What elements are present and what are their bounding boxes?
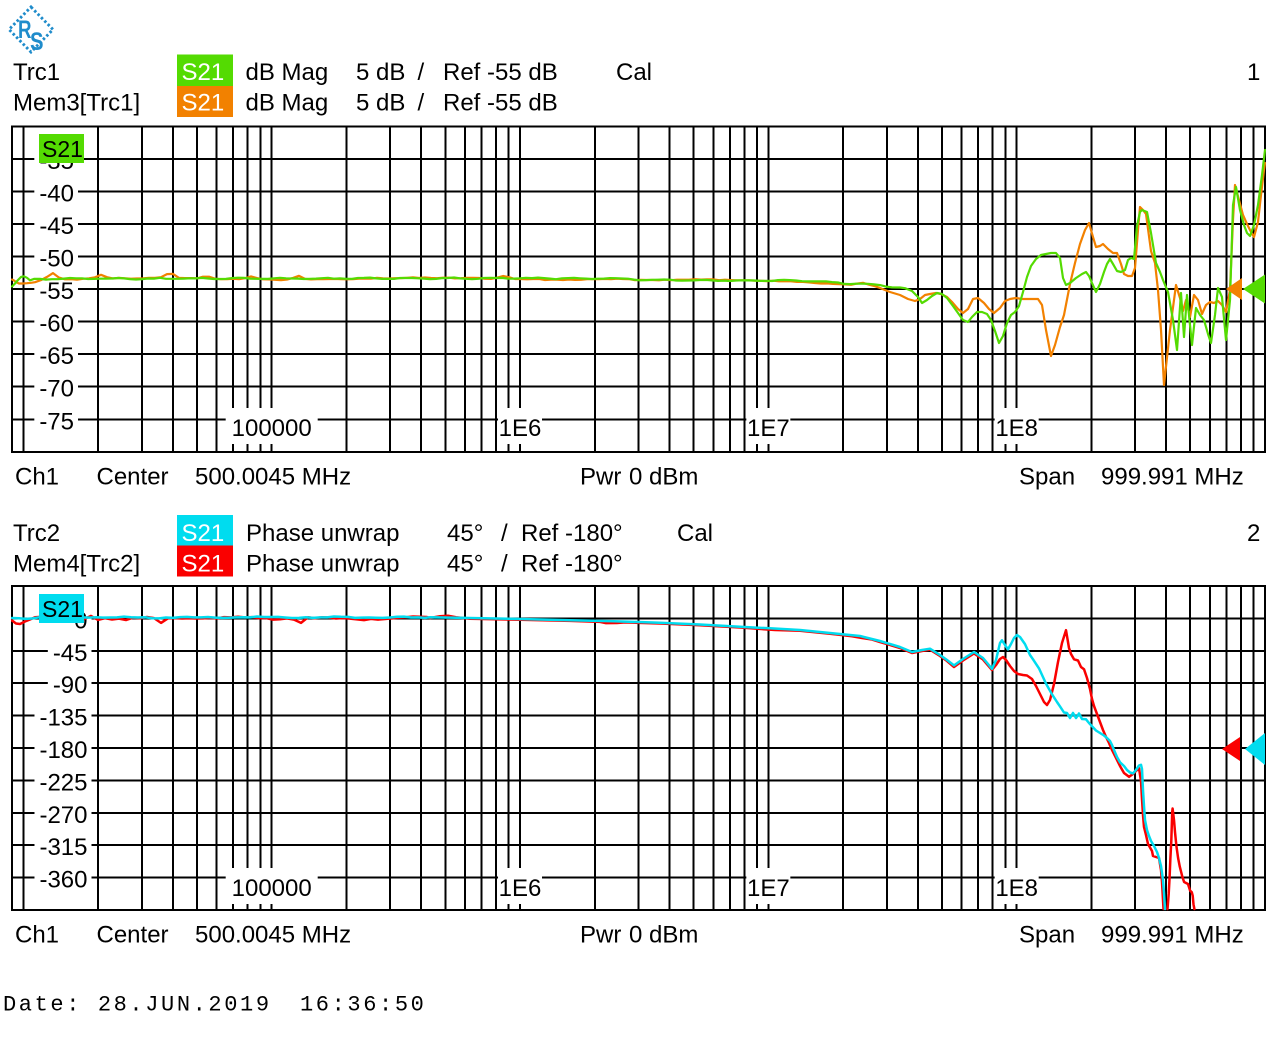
- svg-text:-60: -60: [39, 311, 74, 338]
- svg-text:/: /: [418, 59, 425, 86]
- svg-text:1E7: 1E7: [747, 875, 790, 902]
- svg-text:Date: 28.JUN.2019: Date: 28.JUN.2019: [3, 993, 272, 1018]
- svg-text:-90: -90: [53, 672, 88, 699]
- svg-text:/: /: [418, 90, 425, 117]
- svg-text:/: /: [501, 520, 508, 547]
- svg-text:Phase unwrap: Phase unwrap: [246, 551, 399, 578]
- svg-text:16:36:50: 16:36:50: [300, 993, 426, 1018]
- svg-text:-70: -70: [39, 376, 74, 403]
- svg-text:1E8: 1E8: [995, 415, 1038, 442]
- svg-text:500.0045 MHz: 500.0045 MHz: [195, 464, 351, 491]
- svg-text:Ref -55 dB: Ref -55 dB: [443, 90, 558, 117]
- svg-text:-50: -50: [39, 246, 74, 273]
- svg-text:-45: -45: [39, 213, 74, 240]
- svg-text:100000: 100000: [232, 875, 312, 902]
- svg-text:5 dB: 5 dB: [356, 59, 405, 86]
- svg-text:Trc2: Trc2: [13, 520, 60, 547]
- svg-text:Mem4[Trc2]: Mem4[Trc2]: [13, 551, 140, 578]
- svg-text:Center: Center: [97, 922, 169, 949]
- svg-text:Cal: Cal: [616, 59, 652, 86]
- svg-text:Ref -180°: Ref -180°: [521, 551, 623, 578]
- svg-text:0 dBm: 0 dBm: [629, 922, 698, 949]
- svg-text:Span: Span: [1019, 464, 1075, 491]
- svg-text:/: /: [501, 551, 508, 578]
- svg-text:1E8: 1E8: [995, 875, 1038, 902]
- svg-text:Trc1: Trc1: [13, 59, 60, 86]
- svg-text:Pwr: Pwr: [580, 922, 621, 949]
- svg-text:999.991 MHz: 999.991 MHz: [1101, 922, 1244, 949]
- svg-text:-75: -75: [39, 408, 74, 435]
- svg-text:Ch1: Ch1: [15, 464, 59, 491]
- svg-text:-180: -180: [39, 737, 87, 764]
- svg-text:500.0045 MHz: 500.0045 MHz: [195, 922, 351, 949]
- svg-text:Cal: Cal: [677, 520, 713, 547]
- svg-text:1E6: 1E6: [499, 875, 542, 902]
- svg-text:Span: Span: [1019, 922, 1075, 949]
- svg-text:S21: S21: [182, 59, 225, 86]
- svg-text:S21: S21: [42, 596, 83, 622]
- svg-text:-270: -270: [39, 802, 87, 829]
- svg-text:dB Mag: dB Mag: [246, 59, 329, 86]
- svg-text:45°: 45°: [447, 551, 483, 578]
- svg-text:-65: -65: [39, 343, 74, 370]
- svg-text:S: S: [30, 28, 44, 56]
- svg-text:Mem3[Trc1]: Mem3[Trc1]: [13, 90, 140, 117]
- svg-text:1E7: 1E7: [747, 415, 790, 442]
- svg-text:100000: 100000: [232, 415, 312, 442]
- svg-text:45°: 45°: [447, 520, 483, 547]
- svg-text:2: 2: [1247, 520, 1260, 547]
- svg-text:S21: S21: [42, 136, 83, 162]
- svg-text:5 dB: 5 dB: [356, 90, 405, 117]
- svg-text:R: R: [18, 16, 32, 44]
- svg-text:S21: S21: [182, 551, 225, 578]
- svg-text:Center: Center: [97, 464, 169, 491]
- svg-text:1E6: 1E6: [499, 415, 542, 442]
- svg-text:Phase unwrap: Phase unwrap: [246, 520, 399, 547]
- svg-text:-55: -55: [39, 278, 74, 305]
- svg-text:-40: -40: [39, 180, 74, 207]
- svg-text:-360: -360: [39, 867, 87, 894]
- svg-text:Ref -180°: Ref -180°: [521, 520, 623, 547]
- svg-text:0 dBm: 0 dBm: [629, 464, 698, 491]
- svg-text:-135: -135: [39, 705, 87, 732]
- svg-text:1: 1: [1247, 59, 1260, 86]
- svg-text:999.991 MHz: 999.991 MHz: [1101, 464, 1244, 491]
- svg-text:S21: S21: [182, 90, 225, 117]
- svg-text:Ref -55 dB: Ref -55 dB: [443, 59, 558, 86]
- svg-text:S21: S21: [182, 520, 225, 547]
- svg-text:-315: -315: [39, 834, 87, 861]
- svg-text:dB Mag: dB Mag: [246, 90, 329, 117]
- svg-text:Ch1: Ch1: [15, 922, 59, 949]
- svg-text:-225: -225: [39, 769, 87, 796]
- svg-text:-45: -45: [53, 640, 88, 667]
- svg-text:Pwr: Pwr: [580, 464, 621, 491]
